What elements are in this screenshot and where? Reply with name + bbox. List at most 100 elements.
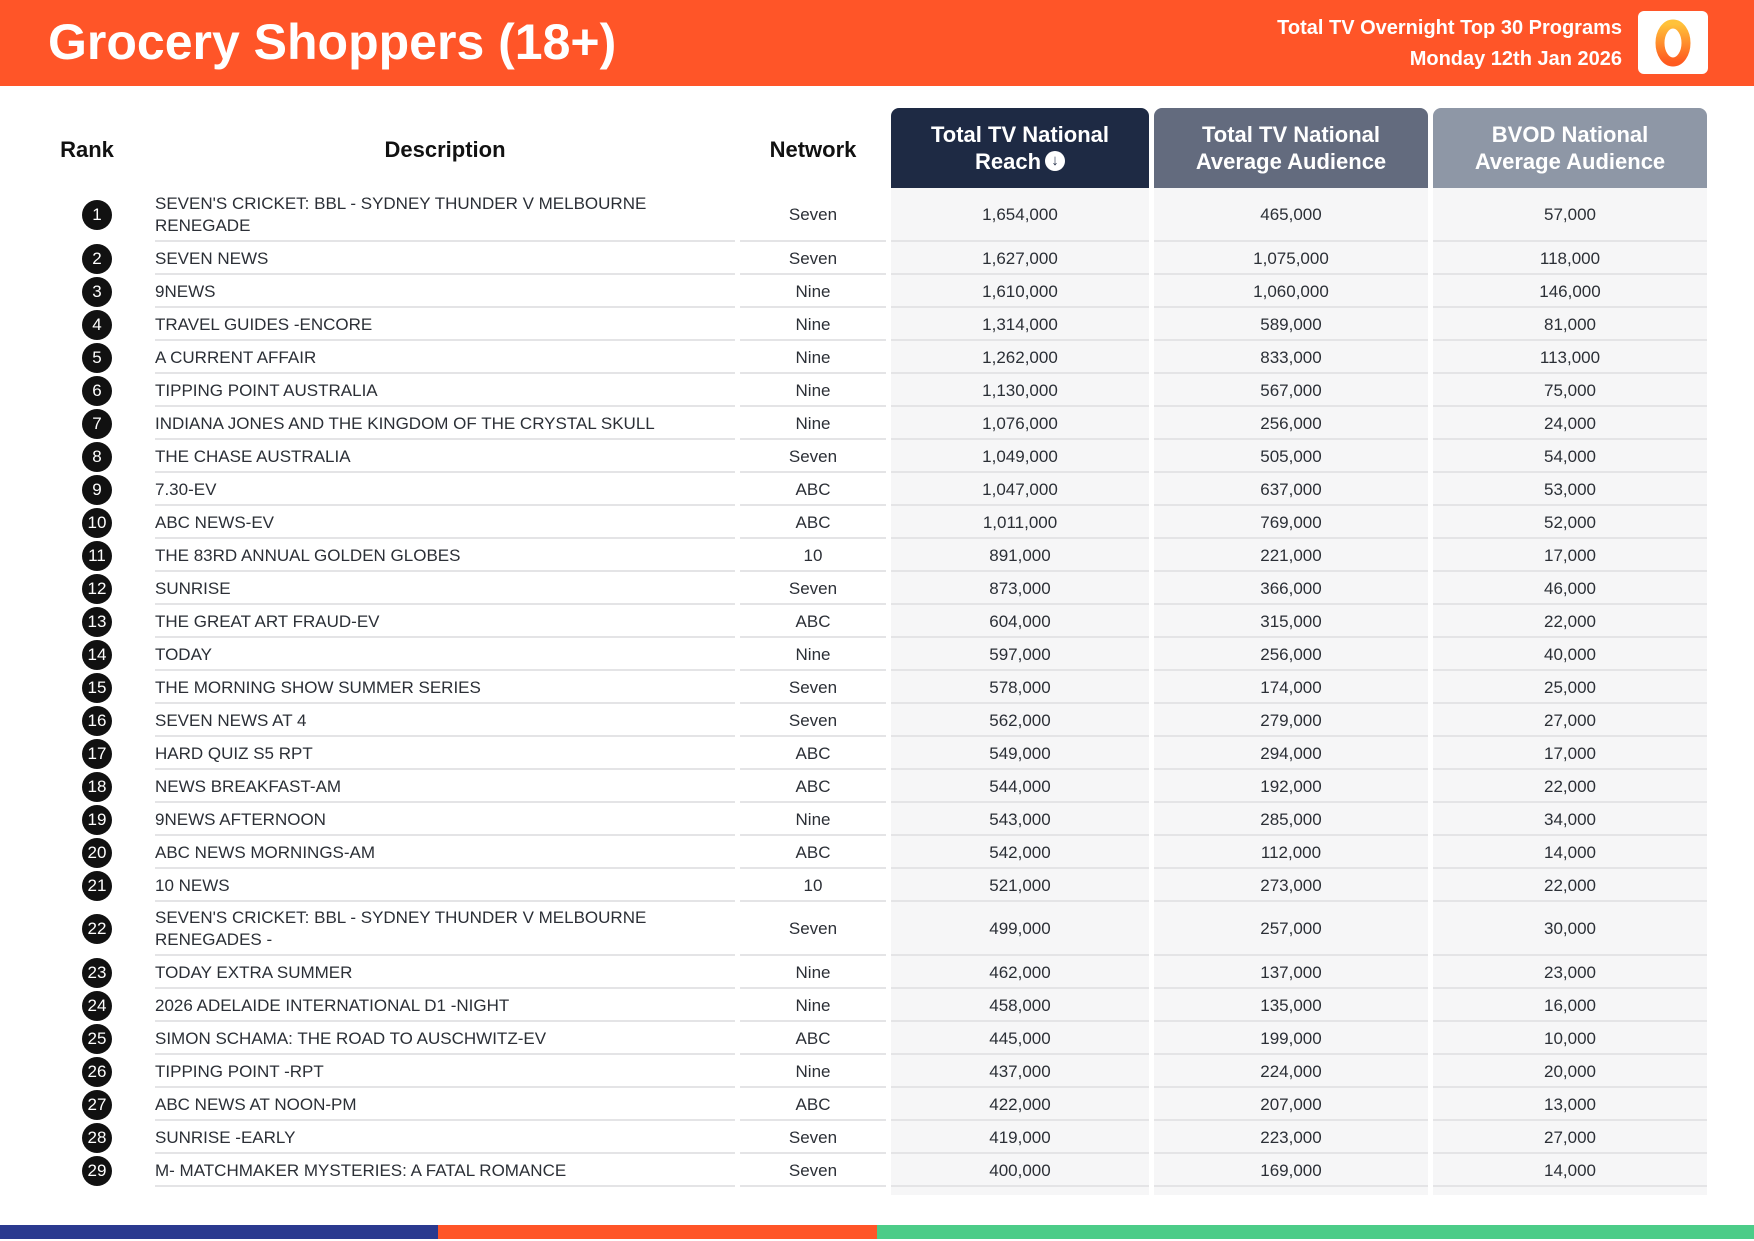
table-row[interactable]: 20 ABC NEWS MORNINGS-AM ABC 542,000 112,000 1…: [0, 836, 1754, 869]
bvod-value: 118,000: [1539, 248, 1601, 268]
row-divider: [1433, 768, 1707, 770]
table-row[interactable]: 5 A CURRENT AFFAIR Nine 1,262,000 833,000 113…: [0, 341, 1754, 374]
program-description: 7.30-EV: [155, 479, 217, 499]
average-audience-value: 257,000: [1260, 919, 1322, 938]
row-divider: [891, 954, 1149, 956]
row-divider: [1154, 1053, 1428, 1055]
reach-value: 544,000: [989, 776, 1051, 796]
row-divider: [740, 339, 886, 341]
row-divider: [1154, 867, 1428, 869]
average-audience-value: 366,000: [1260, 578, 1322, 598]
table-row[interactable]: 2 SEVEN NEWS Seven 1,627,000 1,075,000 118,00…: [0, 242, 1754, 275]
column-header-bvod[interactable]: BVOD National Average Audience: [1433, 108, 1707, 188]
table-row[interactable]: 9 7.30-EV ABC 1,047,000 637,000 53,000: [0, 473, 1754, 506]
row-divider: [740, 372, 886, 374]
row-divider: [740, 1053, 886, 1055]
row-divider: [1433, 471, 1707, 473]
row-divider: [1154, 900, 1428, 902]
average-audience-value: 174,000: [1260, 677, 1322, 697]
row-divider: [1154, 504, 1428, 506]
average-audience-value: 135,000: [1260, 995, 1322, 1015]
column-header-reach[interactable]: Total TV National Reach ↓: [891, 108, 1149, 188]
table-row[interactable]: 4 TRAVEL GUIDES -ENCORE Nine 1,314,000 589,0…: [0, 308, 1754, 341]
program-description: 10 NEWS: [155, 875, 230, 895]
table-row[interactable]: 29 M- MATCHMAKER MYSTERIES: A FATAL ROMAN…: [0, 1154, 1754, 1187]
row-divider: [891, 471, 1149, 473]
table-row[interactable]: 10 ABC NEWS-EV ABC 1,011,000 769,000 52,000: [0, 506, 1754, 539]
row-divider: [1154, 339, 1428, 341]
row-divider: [155, 372, 735, 374]
average-audience-value: 224,000: [1260, 1061, 1322, 1081]
row-divider: [1433, 1020, 1707, 1022]
program-description: ABC NEWS AT NOON-PM: [155, 1094, 357, 1114]
table-row[interactable]: 6 TIPPING POINT AUSTRALIA Nine 1,130,000 567…: [0, 374, 1754, 407]
program-network: Nine: [795, 413, 831, 433]
program-description: SEVEN NEWS: [155, 248, 269, 268]
row-divider: [1154, 537, 1428, 539]
row-divider: [1433, 1185, 1707, 1187]
table-row[interactable]: 25 SIMON SCHAMA: THE ROAD TO AUSCHWITZ-EV…: [0, 1022, 1754, 1055]
program-description: HARD QUIZ S5 RPT: [155, 743, 313, 763]
table-row[interactable]: 19 9NEWS AFTERNOON Nine 543,000 285,000 34,00…: [0, 803, 1754, 836]
column-header-average-audience[interactable]: Total TV National Average Audience: [1154, 108, 1428, 188]
row-divider: [1154, 834, 1428, 836]
row-divider: [155, 867, 735, 869]
program-description: INDIANA JONES AND THE KINGDOM OF THE CRY…: [155, 413, 655, 433]
reach-value: 1,011,000: [982, 512, 1058, 532]
row-divider: [1433, 306, 1707, 308]
table-row[interactable]: 13 THE GREAT ART FRAUD-EV ABC 604,000 315,00…: [0, 605, 1754, 638]
sort-descending-icon[interactable]: ↓: [1045, 151, 1066, 172]
average-audience-value: 285,000: [1260, 809, 1322, 829]
table-row[interactable]: 17 HARD QUIZ S5 RPT ABC 549,000 294,000 17,00…: [0, 737, 1754, 770]
program-description: THE CHASE AUSTRALIA: [155, 446, 351, 466]
table-row[interactable]: 26 TIPPING POINT -RPT Nine 437,000 224,000 20…: [0, 1055, 1754, 1088]
report-header: Grocery Shoppers (18+) Total TV Overnigh…: [0, 0, 1754, 86]
table-row[interactable]: 16 SEVEN NEWS AT 4 Seven 562,000 279,000 27,0…: [0, 704, 1754, 737]
row-divider: [1154, 1086, 1428, 1088]
bvod-value: 113,000: [1539, 347, 1601, 367]
table-row[interactable]: 11 THE 83RD ANNUAL GOLDEN GLOBES 10 891,000…: [0, 539, 1754, 572]
row-divider: [1154, 471, 1428, 473]
row-divider: [155, 1020, 735, 1022]
bvod-value: 17,000: [1544, 743, 1596, 763]
row-divider: [1154, 801, 1428, 803]
rank-badge: 20: [82, 837, 112, 868]
row-divider: [155, 1086, 735, 1088]
row-divider: [1154, 1185, 1428, 1187]
rank-badge: 25: [82, 1023, 112, 1054]
table-row[interactable]: 18 NEWS BREAKFAST-AM ABC 544,000 192,000 22,0…: [0, 770, 1754, 803]
bvod-value: 17,000: [1544, 545, 1596, 565]
column-header-avg-line2: Average Audience: [1195, 149, 1387, 174]
table-row[interactable]: 22 SEVEN'S CRICKET: BBL - SYDNEY THUNDER …: [0, 902, 1754, 956]
program-network: Nine: [795, 347, 831, 367]
table-row[interactable]: 23 TODAY EXTRA SUMMER Nine 462,000 137,000 23…: [0, 956, 1754, 989]
table-row[interactable]: 7 INDIANA JONES AND THE KINGDOM OF THE CR…: [0, 407, 1754, 440]
reach-value: 462,000: [989, 962, 1051, 982]
table-row[interactable]: 15 THE MORNING SHOW SUMMER SERIES Seven 578…: [0, 671, 1754, 704]
table-row[interactable]: 8 THE CHASE AUSTRALIA Seven 1,049,000 505,00…: [0, 440, 1754, 473]
row-divider: [740, 987, 886, 989]
table-row[interactable]: 3 9NEWS Nine 1,610,000 1,060,000 146,000: [0, 275, 1754, 308]
rank-badge: 15: [82, 672, 112, 703]
row-divider: [155, 954, 735, 956]
bvod-value: 54,000: [1544, 446, 1596, 466]
page-title: Grocery Shoppers (18+): [48, 14, 617, 70]
program-network: ABC: [795, 776, 831, 796]
table-row[interactable]: 12 SUNRISE Seven 873,000 366,000 46,000: [0, 572, 1754, 605]
table-row[interactable]: 27 ABC NEWS AT NOON-PM ABC 422,000 207,000 13…: [0, 1088, 1754, 1121]
row-divider: [1154, 372, 1428, 374]
bvod-value: 57,000: [1544, 205, 1596, 224]
rank-badge: 1: [82, 200, 112, 230]
table-row[interactable]: 21 10 NEWS 10 521,000 273,000 22,000: [0, 869, 1754, 902]
average-audience-value: 199,000: [1260, 1028, 1322, 1048]
row-divider: [155, 1185, 735, 1187]
row-divider: [1433, 867, 1707, 869]
bvod-value: 81,000: [1544, 314, 1596, 334]
table-row[interactable]: 1 SEVEN'S CRICKET: BBL - SYDNEY THUNDER V…: [0, 188, 1754, 242]
table-row[interactable]: 28 SUNRISE -EARLY Seven 419,000 223,000 27,00…: [0, 1121, 1754, 1154]
rank-badge: 16: [82, 705, 112, 736]
table-row[interactable]: 24 2026 ADELAIDE INTERNATIONAL D1 -NIGHT N…: [0, 989, 1754, 1022]
row-divider: [740, 1152, 886, 1154]
reach-value: 562,000: [989, 710, 1051, 730]
table-row[interactable]: 14 TODAY Nine 597,000 256,000 40,000: [0, 638, 1754, 671]
